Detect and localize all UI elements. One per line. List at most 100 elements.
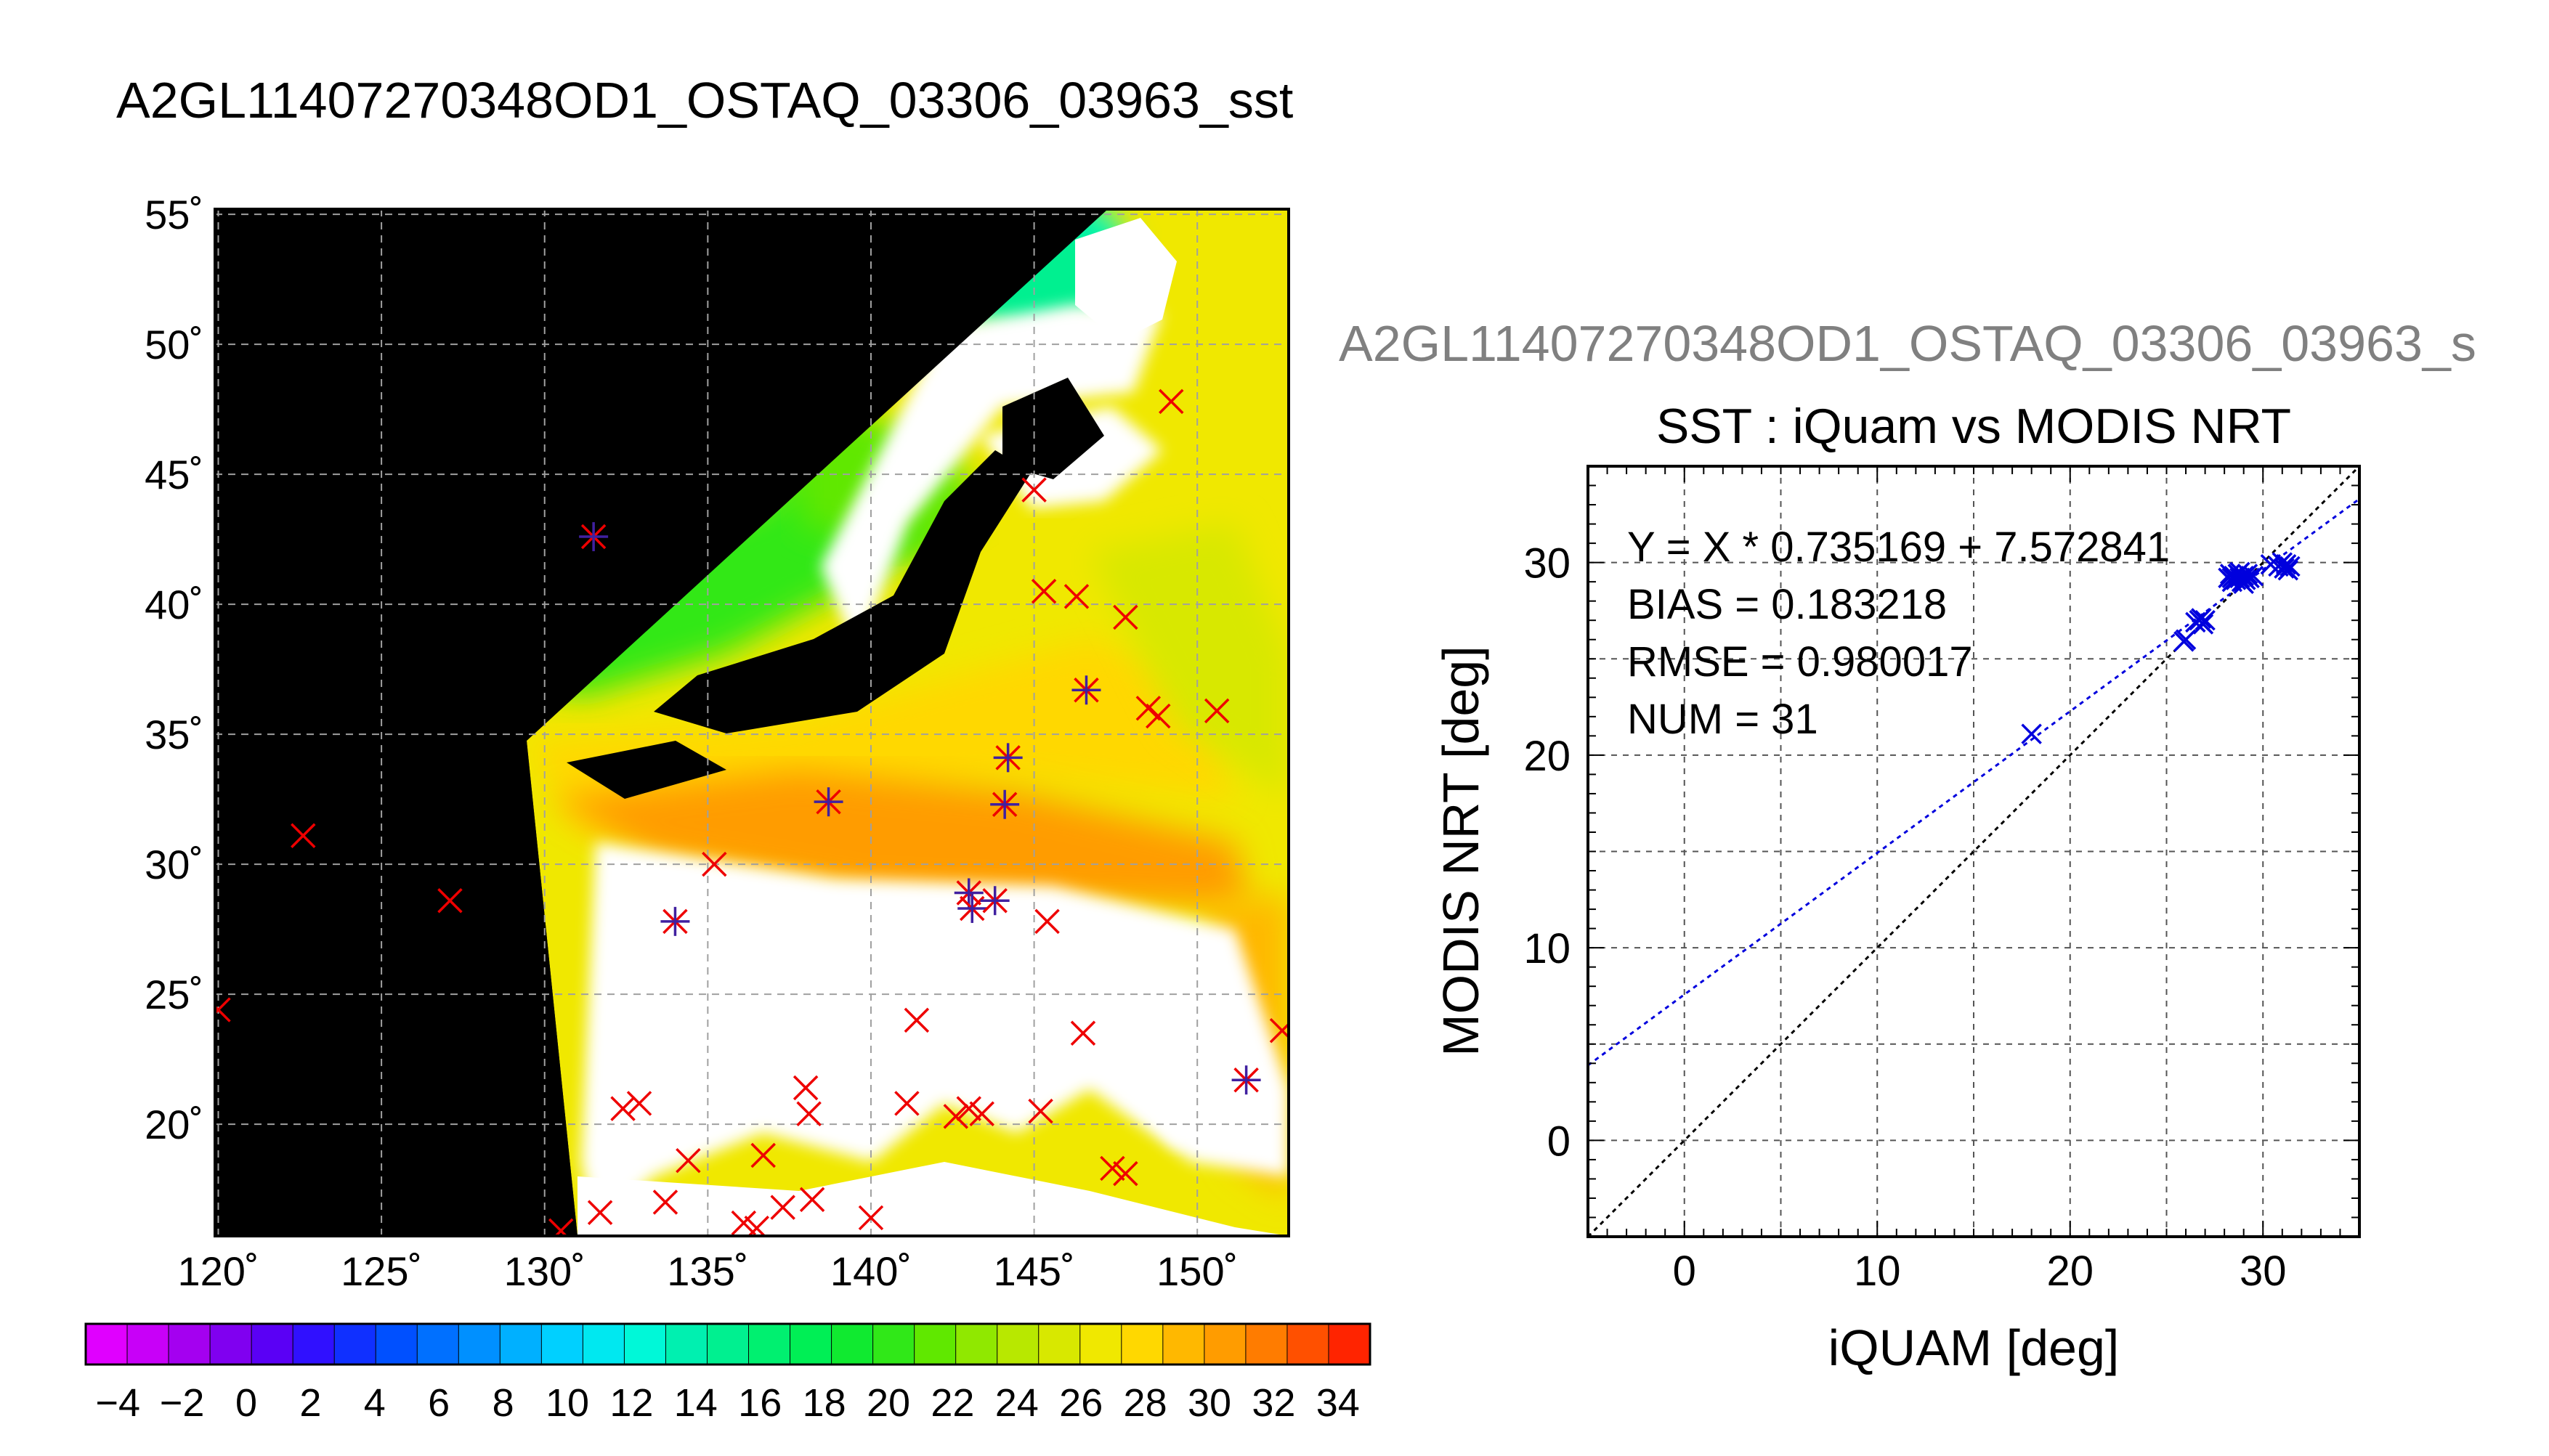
matchup-marker <box>904 1007 930 1033</box>
colorbar-bin <box>790 1323 832 1365</box>
matchup-marker <box>1146 703 1171 729</box>
colorbar-tick-label: 8 <box>493 1381 514 1425</box>
map-y-tick-label: 30˚ <box>145 842 203 887</box>
matchup-marker <box>731 1210 757 1236</box>
cloud-region <box>1075 218 1177 341</box>
matchup-marker <box>579 522 609 552</box>
scatter-y-tick-labels: 0 10 20 30 <box>1523 540 1571 1166</box>
colorbar-bin <box>168 1323 211 1365</box>
matchup-marker <box>990 789 1020 819</box>
colorbar-tick-label: 34 <box>1316 1381 1360 1425</box>
colorbar-bin <box>665 1323 708 1365</box>
map-y-tick-label: 55˚ <box>145 192 203 237</box>
scatter-x-tick-labels: 0 10 20 30 <box>1673 1248 2287 1295</box>
colorbar-bin <box>955 1323 998 1365</box>
scatter-point <box>2221 567 2243 589</box>
colorbar-bin <box>292 1323 336 1365</box>
colorbar-bin <box>748 1323 791 1365</box>
scatter-annotation: Y = X * 0.735169 + 7.572841 <box>1627 524 2170 571</box>
scatter-point <box>2274 558 2295 579</box>
colorbar-tick-label: 16 <box>738 1381 782 1425</box>
colorbar-bin <box>499 1323 543 1365</box>
colorbar-bin <box>126 1323 170 1365</box>
matchup-marker <box>437 887 463 914</box>
scatter-y-tick-label: 30 <box>1523 540 1571 587</box>
scatter-point <box>2021 723 2042 744</box>
sst-map-panel: 120˚ 125˚ 130˚ 135˚ 140˚ 145˚ 150˚ 20˚ 25˚ 30˚ 35… <box>145 192 1290 1294</box>
colorbar-bin <box>623 1323 667 1365</box>
matchup-marker <box>969 1101 994 1126</box>
scatter-point <box>2175 629 2197 650</box>
scatter-y-axis-label: MODIS NRT [deg] <box>1432 646 1489 1056</box>
matchup-marker <box>1031 578 1057 604</box>
map-frame <box>214 208 1290 1237</box>
colorbar-bin <box>1328 1323 1371 1365</box>
matchup-marker <box>943 1104 969 1129</box>
colorbar-tick-labels: −4 −2 0 2 4 6 8 10 12 14 16 18 20 22 24 26 28 30 32 34 <box>95 1381 1359 1425</box>
colorbar-tick-label: 4 <box>364 1381 386 1425</box>
matchup-marker <box>1113 604 1138 630</box>
colorbar-bin <box>251 1323 294 1365</box>
map-y-tick-label: 25˚ <box>145 972 203 1017</box>
colorbar-tick-label: 12 <box>609 1381 653 1425</box>
colorbar-tick-label: 20 <box>867 1381 910 1425</box>
map-x-tick-label: 150˚ <box>1156 1248 1238 1294</box>
colorbar-bin <box>831 1323 874 1365</box>
scatter-point <box>2242 565 2264 587</box>
scatter-x-tick-label: 20 <box>2046 1248 2094 1295</box>
map-x-tick-label: 125˚ <box>341 1248 422 1294</box>
map-x-tick-label: 120˚ <box>177 1248 259 1294</box>
matchup-marker <box>1113 1160 1138 1187</box>
map-x-tick-label: 135˚ <box>667 1248 748 1294</box>
colorbar-bin <box>706 1323 750 1365</box>
colorbar-tick-label: −4 <box>95 1381 140 1425</box>
cloud-region <box>1126 1053 1235 1147</box>
colorbar-bin <box>582 1323 625 1365</box>
scatter-frame <box>1586 465 2361 1238</box>
scatter-annotation: RMSE = 0.980017 <box>1627 638 1973 686</box>
colorbar-bin <box>1286 1323 1330 1365</box>
colorbar-bin <box>416 1323 460 1365</box>
colorbar-bin <box>1079 1323 1122 1365</box>
colorbar-bin <box>1245 1323 1289 1365</box>
figure-title: A2GL11407270348OD1_OSTAQ_03306_03963_sst <box>116 72 1293 129</box>
scatter-point <box>2277 559 2299 581</box>
matchup-marker <box>793 1075 819 1101</box>
colorbar-bin <box>458 1323 501 1365</box>
scatter-points <box>2021 552 2301 744</box>
matchup-marker <box>1071 675 1101 705</box>
matchup-marker <box>660 906 690 936</box>
scatter-x-axis-label: iQUAM [deg] <box>1828 1319 2120 1376</box>
matchup-marker <box>894 1091 920 1116</box>
colorbar-bin <box>914 1323 957 1365</box>
map-markers <box>215 389 1289 1236</box>
scatter-panel: A2GL11407270348OD1_OSTAQ_03306_03963_s S… <box>1339 315 2476 1376</box>
map-x-tick-label: 130˚ <box>504 1248 585 1294</box>
land-region <box>654 450 1032 733</box>
matchup-marker <box>770 1195 795 1220</box>
scatter-point <box>2275 554 2297 575</box>
matchup-marker <box>1231 1065 1261 1095</box>
matchup-marker <box>858 1205 884 1231</box>
scatter-y-tick-label: 20 <box>1523 733 1571 780</box>
colorbar-bin <box>997 1323 1040 1365</box>
colorbar: −4 −2 0 2 4 6 8 10 12 14 16 18 20 22 24 26 28 30 32 34 <box>84 1322 1371 1425</box>
scatter-x-tick-label: 10 <box>1854 1248 1901 1295</box>
matchup-marker <box>587 1200 613 1226</box>
colorbar-tick-label: 28 <box>1124 1381 1167 1425</box>
colorbar-tick-label: 14 <box>674 1381 718 1425</box>
matchup-marker <box>956 1096 981 1121</box>
map-x-tick-label: 145˚ <box>994 1248 1075 1294</box>
matchup-marker <box>652 1189 678 1215</box>
scatter-x-tick-label: 0 <box>1673 1248 1696 1295</box>
map-y-tick-label: 35˚ <box>145 712 203 757</box>
colorbar-bin <box>1121 1323 1164 1365</box>
matchup-marker <box>626 1091 652 1116</box>
matchup-marker <box>980 886 1010 916</box>
matchup-marker <box>957 893 987 923</box>
colorbar-bin <box>333 1323 377 1365</box>
colorbar-tick-label: 2 <box>299 1381 321 1425</box>
matchup-marker <box>1100 1155 1125 1182</box>
